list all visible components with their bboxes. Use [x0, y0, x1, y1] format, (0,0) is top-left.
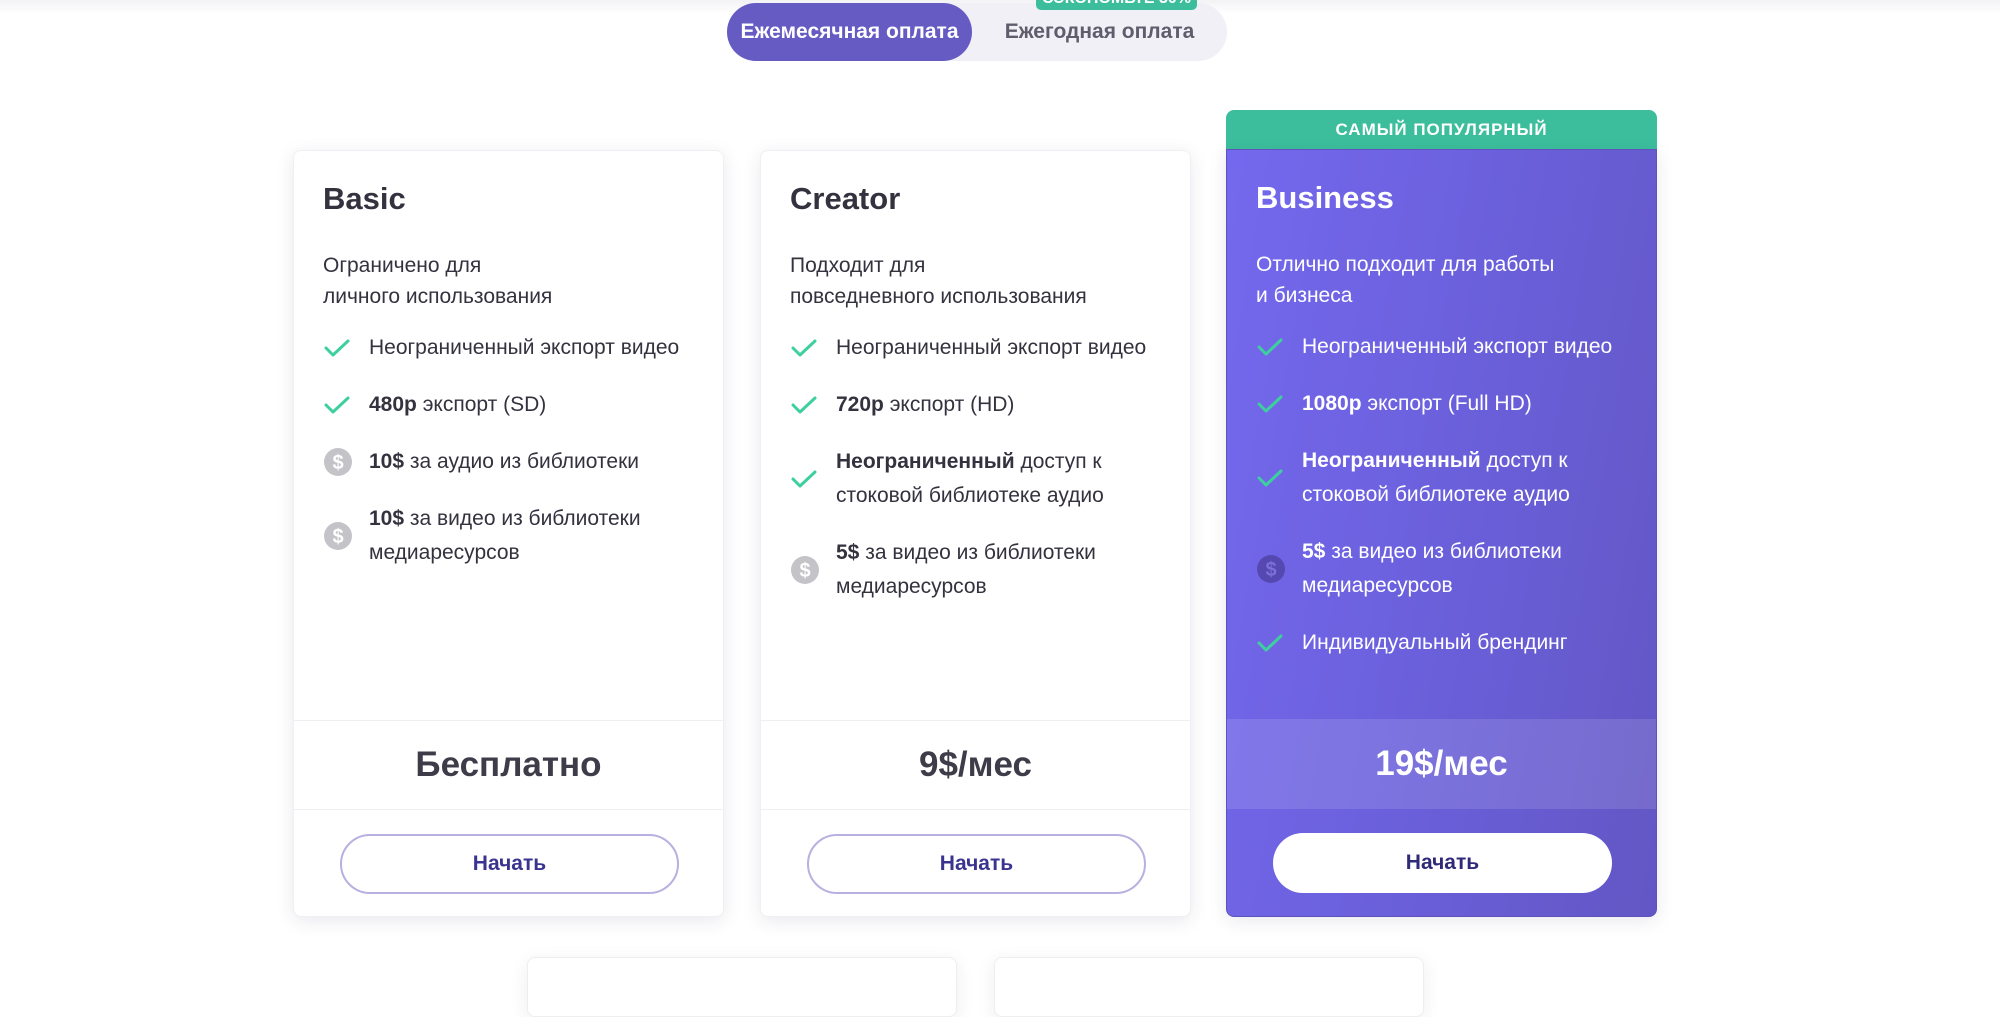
plan-description-line: Подходит для: [790, 254, 926, 277]
feature-highlight: 10$: [369, 507, 405, 530]
feature-highlight: Неограниченный: [1302, 449, 1481, 472]
svg-text:$: $: [332, 452, 343, 474]
plan-description-line: личного использования: [323, 285, 553, 308]
feature-list: Неограниченный экспорт видео 480p экспорт…: [323, 331, 703, 593]
feature-highlight: 480p: [369, 393, 417, 416]
feature-item: Неограниченный доступ к стоковой библиот…: [1256, 444, 1636, 512]
start-button[interactable]: Начать: [340, 834, 679, 894]
feature-highlight: 5$: [836, 541, 860, 564]
feature-text: Неограниченный экспорт видео: [836, 331, 1146, 365]
check-icon: [790, 337, 836, 359]
feature-label: Неограниченный экспорт видео: [369, 336, 680, 359]
dollar-icon: $: [1256, 554, 1302, 584]
svg-text:$: $: [332, 526, 343, 548]
check-icon: [1256, 393, 1302, 415]
check-icon: [790, 468, 836, 490]
dollar-icon: $: [323, 521, 369, 551]
feature-label: Неограниченный экспорт видео: [1302, 335, 1613, 358]
plan-description-line: Ограничено для: [323, 254, 482, 277]
feature-highlight: 1080p: [1302, 392, 1362, 415]
plan-name: Creator: [790, 181, 901, 216]
plan-price: Бесплатно: [294, 720, 723, 810]
check-icon: [1256, 467, 1302, 489]
feature-item: $5$ за видео из библиотеки медиаресурсов: [790, 536, 1170, 604]
feature-list: Неограниченный экспорт видео 720p экспорт…: [790, 331, 1170, 627]
check-icon: [1256, 336, 1302, 358]
plan-description: Подходит для повседневного использования: [790, 250, 1170, 312]
feature-label: за видео из библиотеки медиаресурсов: [369, 507, 641, 564]
feature-label: за аудио из библиотеки: [404, 450, 639, 473]
dollar-icon: $: [790, 555, 836, 585]
secondary-card: [994, 957, 1424, 1017]
feature-highlight: 5$: [1302, 540, 1326, 563]
feature-item: Неограниченный доступ к стоковой библиот…: [790, 445, 1170, 513]
feature-text: 1080p экспорт (Full HD): [1302, 387, 1532, 421]
plan-description: Отлично подходит для работы и бизнеса: [1256, 249, 1636, 311]
feature-item: Неограниченный экспорт видео: [790, 331, 1170, 365]
secondary-card: [527, 957, 957, 1017]
start-button[interactable]: Начать: [807, 834, 1146, 894]
feature-text: Неограниченный доступ к стоковой библиот…: [836, 445, 1170, 513]
feature-label: за видео из библиотеки медиаресурсов: [1302, 540, 1562, 597]
plan-price: 9$/мес: [761, 720, 1190, 810]
plan-card-business: Business Отлично подходит для работы и биз…: [1226, 149, 1657, 917]
monthly-billing-tab[interactable]: Ежемесячная оплата: [727, 3, 972, 61]
plan-card-creator: Creator Подходит для повседневного использ…: [760, 150, 1191, 917]
feature-text: 10$ за аудио из библиотеки: [369, 445, 639, 479]
svg-text:$: $: [799, 560, 810, 582]
plan-description-line: Отлично подходит для работы: [1256, 253, 1555, 276]
start-button[interactable]: Начать: [1273, 833, 1612, 893]
plan-description: Ограничено для личного использования: [323, 250, 703, 312]
feature-text: 10$ за видео из библиотеки медиаресурсов: [369, 502, 703, 570]
feature-label: доступ к стоковой библиотеке аудио: [1302, 449, 1570, 506]
feature-text: 720p экспорт (HD): [836, 388, 1014, 422]
feature-highlight: 720p: [836, 393, 884, 416]
dollar-icon: $: [323, 447, 369, 477]
feature-label: экспорт (Full HD): [1361, 392, 1532, 415]
feature-label: Неограниченный экспорт видео: [836, 336, 1147, 359]
feature-highlight: Неограниченный: [836, 450, 1015, 473]
check-icon: [790, 394, 836, 416]
feature-item: 480p экспорт (SD): [323, 388, 703, 422]
feature-label: доступ к стоковой библиотеке аудио: [836, 450, 1104, 507]
feature-text: Неограниченный экспорт видео: [369, 331, 679, 365]
feature-item: 720p экспорт (HD): [790, 388, 1170, 422]
save-badge: СЭКОНОМЬТЕ 30%: [1036, 0, 1197, 10]
plan-card-basic: Basic Ограничено для личного использования…: [293, 150, 724, 917]
feature-text: 5$ за видео из библиотеки медиаресурсов: [1302, 535, 1636, 603]
feature-item: Неограниченный экспорт видео: [1256, 330, 1636, 364]
feature-highlight: 10$: [369, 450, 405, 473]
feature-label: экспорт (HD): [883, 393, 1015, 416]
feature-text: Неограниченный доступ к стоковой библиот…: [1302, 444, 1636, 512]
most-popular-badge: САМЫЙ ПОПУЛЯРНЫЙ: [1226, 110, 1657, 149]
feature-text: Индивидуальный брендинг: [1302, 626, 1567, 660]
plan-name: Basic: [323, 181, 406, 216]
feature-text: 480p экспорт (SD): [369, 388, 546, 422]
plan-price: 19$/мес: [1227, 719, 1656, 809]
check-icon: [1256, 632, 1302, 654]
feature-item: Индивидуальный брендинг: [1256, 626, 1636, 660]
feature-item: $10$ за видео из библиотеки медиаресурсо…: [323, 502, 703, 570]
check-icon: [323, 337, 369, 359]
feature-item: 1080p экспорт (Full HD): [1256, 387, 1636, 421]
feature-label: за видео из библиотеки медиаресурсов: [836, 541, 1096, 598]
yearly-billing-tab[interactable]: Ежегодная оплата: [1004, 20, 1195, 43]
billing-toggle: Ежемесячная оплата Ежегодная оплата: [727, 3, 1227, 61]
feature-text: 5$ за видео из библиотеки медиаресурсов: [836, 536, 1170, 604]
feature-item: $5$ за видео из библиотеки медиаресурсов: [1256, 535, 1636, 603]
svg-text:$: $: [1265, 559, 1276, 581]
feature-label: Индивидуальный брендинг: [1302, 631, 1568, 654]
plan-description-line: повседневного использования: [790, 285, 1087, 308]
feature-text: Неограниченный экспорт видео: [1302, 330, 1612, 364]
feature-item: $10$ за аудио из библиотеки: [323, 445, 703, 479]
feature-label: экспорт (SD): [416, 393, 547, 416]
plan-description-line: и бизнеса: [1256, 284, 1353, 307]
check-icon: [323, 394, 369, 416]
feature-item: Неограниченный экспорт видео: [323, 331, 703, 365]
plan-name: Business: [1256, 180, 1394, 215]
feature-list: Неограниченный экспорт видео 1080p экспор…: [1256, 330, 1636, 683]
